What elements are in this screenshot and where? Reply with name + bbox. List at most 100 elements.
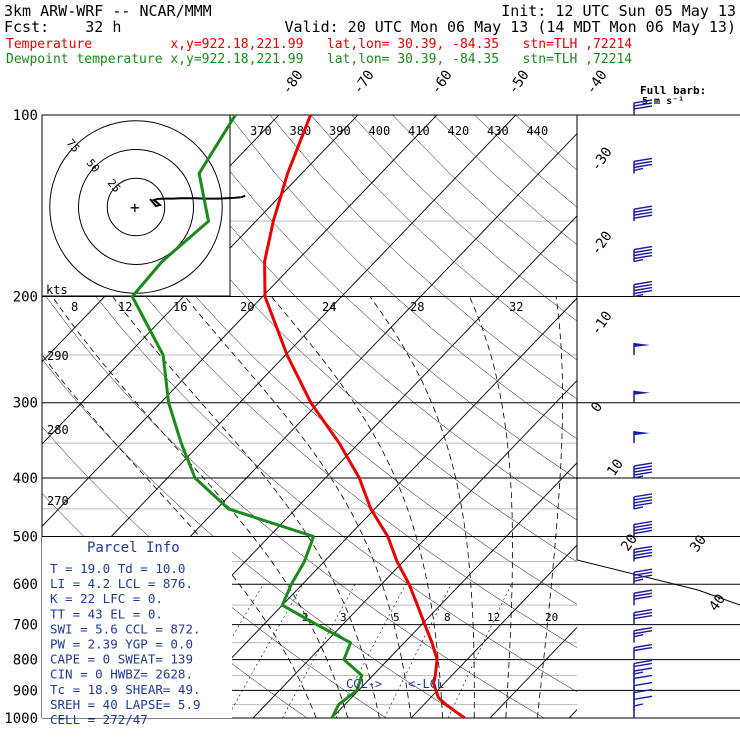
isotherm-line — [173, 297, 577, 718]
dry-adiabat — [228, 115, 577, 440]
barb-half — [633, 293, 644, 298]
barb-pennant — [634, 342, 650, 347]
isotherm-label: -30 — [588, 144, 616, 174]
parcel-row: T = 19.0 Td = 10.0 — [50, 561, 185, 576]
mixing-ratio-line — [282, 584, 356, 718]
pressure-tick-label: 200 — [13, 290, 38, 306]
barb-half — [633, 633, 644, 638]
barb-legend-line2: 5 m s⁻¹ — [642, 96, 684, 107]
isotherm-label: 20 — [618, 531, 641, 554]
isotherm-label: -80 — [279, 67, 307, 97]
lcl-marker: <-LCL — [408, 677, 444, 691]
barb-full — [633, 211, 653, 216]
barb-full — [633, 160, 653, 166]
barb-full — [633, 589, 653, 594]
dry-adiabat — [310, 115, 577, 361]
barb-full — [633, 502, 653, 507]
wind-barb — [633, 695, 653, 712]
theta-label: 400 — [369, 124, 391, 138]
barb-full — [633, 659, 653, 665]
theta-label: 410 — [408, 124, 430, 138]
barb-half — [633, 475, 644, 479]
theta-label: 420 — [448, 124, 470, 138]
dry-adiabat — [474, 115, 577, 208]
mixing-ratio-label: 3 — [340, 611, 347, 624]
barb-full — [633, 102, 653, 107]
mixing-ratio-label: 20 — [545, 611, 558, 624]
sounding-series — [130, 114, 466, 720]
moist-adiabat — [369, 296, 475, 718]
dry-adiabat-label: 280 — [47, 423, 69, 437]
barb-full — [633, 496, 653, 501]
barb-full — [633, 254, 653, 260]
dry-adiabat — [146, 115, 577, 521]
isotherm-line — [331, 462, 577, 718]
mixing-ratio-label: 12 — [487, 611, 500, 624]
barb-full — [633, 465, 653, 470]
wind-barb — [633, 342, 650, 355]
barb-pennant — [634, 390, 650, 395]
barb-full — [633, 523, 653, 529]
moist-adiabat — [537, 296, 563, 718]
isotherm-line — [42, 115, 517, 610]
barb-full — [633, 662, 653, 668]
mixing-ratio-label: 5 — [393, 611, 400, 624]
dry-adiabat-label: 290 — [47, 349, 69, 363]
dry-adiabat — [433, 115, 577, 246]
wind-barb — [633, 589, 653, 606]
model-title: 3km ARW-WRF -- NCAR/MMM — [4, 2, 212, 20]
moist-adiabat — [469, 296, 513, 718]
plot-right-edge — [576, 115, 740, 606]
init-time: Init: 12 UTC Sun 05 May 13 — [501, 2, 736, 20]
parcel-row: CELL = 272/47 — [50, 712, 148, 727]
barb-half — [633, 506, 644, 510]
barb-full — [633, 545, 653, 551]
hodograph-units: kts — [46, 283, 68, 297]
wind-barb — [633, 643, 653, 660]
forecast-hour: Fcst: 32 h — [4, 18, 121, 36]
isotherm-line — [410, 544, 577, 718]
dry-adiabat — [351, 115, 577, 322]
theta-label: 380 — [290, 124, 312, 138]
pressure-tick-label: 500 — [13, 529, 38, 545]
barb-full — [633, 283, 653, 289]
wind-barb — [633, 626, 653, 643]
theta-label: 430 — [487, 124, 509, 138]
wind-barb — [633, 568, 653, 585]
isotherm-label: 0 — [588, 399, 606, 415]
isotherm-line — [648, 115, 740, 718]
wind-barb — [633, 659, 653, 676]
wetbulb-label: 8 — [71, 300, 78, 314]
barb-full — [633, 608, 653, 614]
dry-adiabat — [105, 115, 577, 563]
barb-full — [633, 520, 653, 526]
dewpoint-profile — [130, 114, 364, 719]
barb-legend-line1: Full barb: — [640, 84, 706, 97]
isotherm-label: -20 — [588, 228, 616, 258]
barb-full — [633, 681, 653, 687]
dry-adiabat — [64, 115, 577, 605]
ccl-marker: CCL-> — [346, 677, 382, 691]
barb-full — [633, 611, 653, 617]
barb-full — [633, 289, 653, 295]
parcel-row: K = 22 LFC = 0. — [50, 591, 163, 606]
hodograph-trace — [149, 194, 246, 208]
barb-full — [633, 568, 653, 573]
isotherm-line — [489, 626, 577, 718]
barb-full — [633, 551, 653, 557]
parcel-row: TT = 43 EL = 0. — [50, 606, 163, 621]
barb-full — [633, 99, 653, 104]
barb-full — [633, 245, 653, 251]
barb-full — [633, 499, 653, 504]
wind-barb — [633, 608, 653, 625]
wind-barbs-column — [633, 99, 653, 718]
barb-full — [633, 157, 653, 163]
temperature-legend: Temperature x,y=922.18,221.99 lat,lon= 3… — [6, 37, 632, 52]
wetbulb-label: 32 — [509, 300, 523, 314]
barb-full — [633, 205, 653, 210]
pressure-tick-label: 600 — [13, 577, 38, 593]
pressure-tick-label: 400 — [13, 471, 38, 487]
barb-full — [633, 574, 653, 579]
isotherm-label: 30 — [687, 532, 710, 555]
